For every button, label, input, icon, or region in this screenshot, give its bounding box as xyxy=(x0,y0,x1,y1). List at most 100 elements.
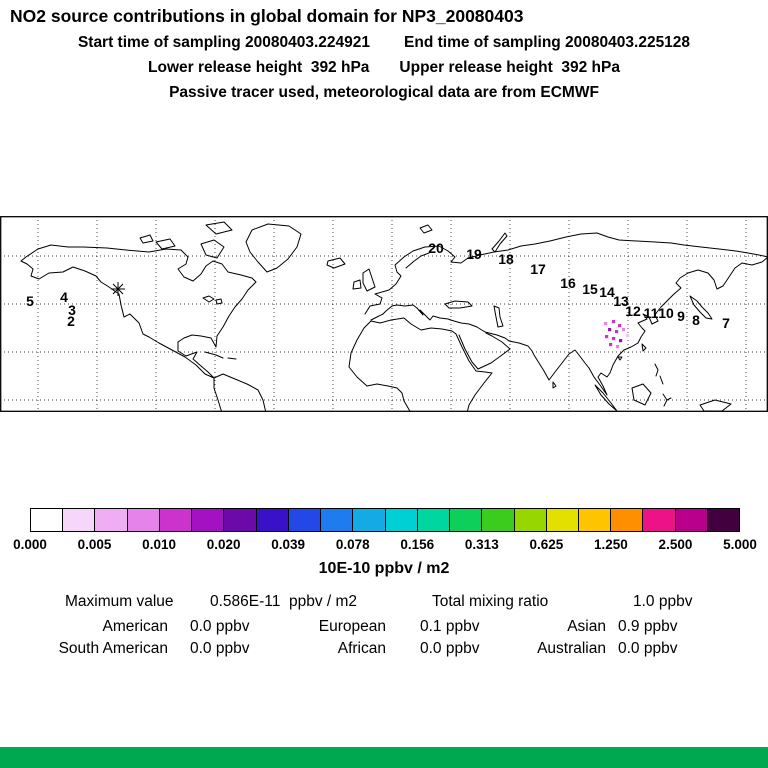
colorbar xyxy=(30,508,740,532)
colorbar-segment xyxy=(95,509,128,531)
trajectory-point-label: 11 xyxy=(644,305,659,321)
colorbar-tick-label: 0.020 xyxy=(206,537,241,552)
concentration-pixel xyxy=(615,330,619,334)
colorbar-segment xyxy=(31,509,64,531)
lower-release-height-text: Lower release height 392 hPa xyxy=(148,59,370,76)
colorbar-segment xyxy=(127,509,160,531)
region-label-african: African xyxy=(337,640,386,657)
concentration-pixel xyxy=(605,335,609,339)
stats-summary-row: Maximum value 0.586E-11 ppbv / m2 Total … xyxy=(0,593,768,613)
tracer-info-text: Passive tracer used, meteorological data… xyxy=(169,84,599,101)
concentration-pixel xyxy=(622,328,626,332)
region-value-african: 0.0 ppbv xyxy=(420,640,480,657)
region-value-american: 0.0 ppbv xyxy=(190,618,250,635)
region-label-south-american: South American xyxy=(58,640,168,657)
trajectory-point-label: 18 xyxy=(498,251,514,267)
upper-release-height-text: Upper release height 392 hPa xyxy=(399,59,620,76)
colorbar-segment xyxy=(643,509,676,531)
colorbar-segment xyxy=(675,509,708,531)
start-time-text: Start time of sampling 20080403.224921 xyxy=(77,34,371,51)
concentration-plume xyxy=(604,320,630,349)
colorbar-tick-label: 0.005 xyxy=(77,537,112,552)
colorbar-units: 10E-10 ppbv / m2 xyxy=(318,560,450,577)
page-title: NO2 source contributions in global domai… xyxy=(10,6,524,26)
coastlines xyxy=(20,221,768,412)
concentration-pixel xyxy=(619,339,623,343)
region-value-south-american: 0.0 ppbv xyxy=(190,640,250,657)
trajectory-point-label: 15 xyxy=(582,281,598,297)
concentration-pixel xyxy=(626,334,630,338)
colorbar-segment xyxy=(385,509,418,531)
region-label-american: American xyxy=(102,618,168,635)
end-time-text: End time of sampling 20080403.225128 xyxy=(404,34,691,51)
colorbar-segment xyxy=(159,509,193,531)
colorbar-tick-label: 0.078 xyxy=(335,537,370,552)
colorbar-segment xyxy=(514,509,547,531)
colorbar-segment xyxy=(256,509,289,531)
concentration-pixel xyxy=(612,337,616,341)
trajectory-point-label: 13 xyxy=(613,293,629,309)
map-border xyxy=(0,216,768,412)
region-value-european: 0.1 ppbv xyxy=(420,618,480,635)
colorbar-segment xyxy=(63,509,96,531)
colorbar-segment xyxy=(578,509,612,531)
max-value: 0.586E-11 ppbv / m2 xyxy=(210,593,358,610)
trajectory-point-label: 20 xyxy=(428,240,444,256)
colorbar-segment xyxy=(546,509,579,531)
trajectory-point-label: 8 xyxy=(692,312,700,328)
trajectory-point-label: 9 xyxy=(677,308,685,324)
total-mixing-ratio-label: Total mixing ratio xyxy=(432,593,549,610)
trajectory-point-label: 5 xyxy=(26,293,34,309)
release-heights-line: Lower release height 392 hPa Upper relea… xyxy=(0,59,768,77)
colorbar-segment xyxy=(450,509,483,531)
colorbar-tick-label: 0.000 xyxy=(13,537,47,552)
colorbar-tick-label: 1.250 xyxy=(594,537,628,552)
trajectory-point-label: 3 xyxy=(68,302,76,318)
colorbar-tick-label: 5.000 xyxy=(723,537,757,552)
concentration-pixel xyxy=(612,320,616,324)
colorbar-tick-label: 2.500 xyxy=(658,537,693,552)
trajectory-point-label: 4 xyxy=(60,289,68,305)
colorbar-segment xyxy=(321,509,354,531)
colorbar-tick-label: 0.625 xyxy=(529,537,564,552)
region-value-asian: 0.9 ppbv xyxy=(618,618,678,635)
colorbar-segment xyxy=(353,509,386,531)
region-contributions-grid: American 0.0 ppbv European 0.1 ppbv Asia… xyxy=(0,618,768,662)
colorbar-segment xyxy=(417,509,451,531)
map-graticule xyxy=(0,216,768,412)
colorbar-segment xyxy=(288,509,322,531)
trajectory-point-label: 2 xyxy=(67,313,75,329)
colorbar-tick-label: 0.010 xyxy=(142,537,176,552)
colorbar-segment xyxy=(192,509,225,531)
tracer-info-line: Passive tracer used, meteorological data… xyxy=(0,84,768,102)
trajectory-point-label: 17 xyxy=(530,261,546,277)
sampling-times-line: Start time of sampling 20080403.224921 E… xyxy=(0,34,768,52)
concentration-pixel xyxy=(618,324,622,328)
colorbar-segment xyxy=(482,509,515,531)
colorbar-tick-label: 0.156 xyxy=(400,537,435,552)
colorbar-tick-label: 0.313 xyxy=(464,537,499,552)
region-label-asian: Asian xyxy=(567,618,606,635)
region-label-australian: Australian xyxy=(537,640,606,657)
max-value-label: Maximum value xyxy=(65,593,174,610)
concentration-pixel xyxy=(616,345,620,349)
trajectory-point-label: 16 xyxy=(560,275,576,291)
trajectory-point-label: 7 xyxy=(722,315,730,331)
trajectory-point-label: 10 xyxy=(658,305,674,321)
footer-bar xyxy=(0,747,768,768)
concentration-pixel xyxy=(608,328,612,332)
region-value-australian: 0.0 ppbv xyxy=(618,640,678,657)
region-label-european: European xyxy=(318,618,386,635)
total-mixing-ratio-value: 1.0 ppbv xyxy=(633,593,693,610)
colorbar-tick-label: 0.039 xyxy=(271,537,306,552)
colorbar-segment xyxy=(707,509,740,531)
concentration-pixel xyxy=(604,322,608,326)
colorbar-segment xyxy=(611,509,644,531)
trajectory-point-label: 19 xyxy=(466,246,482,262)
trajectory-point-label: 14 xyxy=(599,284,615,300)
trajectory-point-label: 12 xyxy=(625,303,641,319)
concentration-pixel xyxy=(609,343,613,347)
